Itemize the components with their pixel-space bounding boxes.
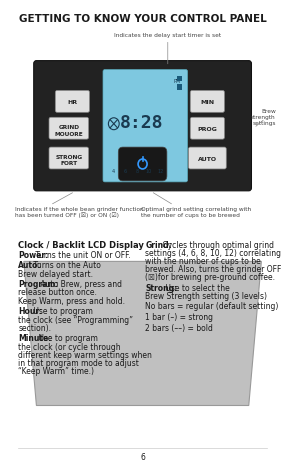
Text: 12: 12 (158, 169, 164, 174)
FancyBboxPatch shape (55, 91, 89, 113)
Text: 10: 10 (146, 169, 152, 174)
Text: FORT: FORT (60, 161, 77, 166)
Text: section).: section). (18, 323, 51, 332)
FancyBboxPatch shape (190, 91, 224, 113)
Text: Strong:: Strong: (145, 283, 178, 292)
Text: Use to program: Use to program (31, 307, 93, 316)
Text: the clock (or cycle through: the clock (or cycle through (18, 342, 121, 351)
Text: GRIND: GRIND (58, 125, 79, 130)
Text: 1 bar (–) = strong: 1 bar (–) = strong (145, 313, 213, 321)
Text: Brew Strength setting (3 levels): Brew Strength setting (3 levels) (145, 291, 267, 300)
Text: brewed. Also, turns the grinder OFF: brewed. Also, turns the grinder OFF (145, 264, 282, 274)
Text: Minute:: Minute: (18, 334, 52, 343)
Text: HR: HR (67, 100, 77, 105)
FancyBboxPatch shape (118, 148, 167, 181)
Text: Brew
strength
settings: Brew strength settings (251, 109, 276, 125)
Text: 6: 6 (140, 452, 145, 461)
Text: Indicates if the whole bean grinder function
has been turned OFF (☒) or ON (☑): Indicates if the whole bean grinder func… (15, 206, 143, 218)
FancyBboxPatch shape (49, 148, 88, 169)
Text: Auto Brew, press and: Auto Brew, press and (38, 280, 122, 288)
Text: Program:: Program: (18, 280, 59, 288)
Text: 4: 4 (112, 169, 116, 174)
Text: “Keep Warm” time.): “Keep Warm” time.) (18, 366, 94, 375)
FancyBboxPatch shape (34, 62, 251, 191)
Bar (177, 94, 182, 100)
Text: Use to program: Use to program (36, 334, 98, 343)
Text: Cycles through optimal grind: Cycles through optimal grind (160, 240, 274, 249)
Text: different keep warm settings when: different keep warm settings when (18, 350, 152, 359)
Text: Use to select the: Use to select the (163, 283, 230, 292)
Text: 8:28: 8:28 (120, 113, 164, 131)
Text: Hour:: Hour: (18, 307, 43, 316)
Bar (177, 76, 182, 82)
Text: AUTO: AUTO (198, 156, 217, 161)
FancyBboxPatch shape (188, 148, 226, 169)
Bar (177, 85, 182, 91)
Text: No bars = regular (default setting): No bars = regular (default setting) (145, 302, 279, 311)
Text: Power:: Power: (18, 250, 49, 259)
Text: Turns on the Auto: Turns on the Auto (31, 261, 101, 270)
Text: PM: PM (173, 79, 180, 84)
Text: PROG: PROG (197, 126, 217, 131)
Text: GETTING TO KNOW YOUR CONTROL PANEL: GETTING TO KNOW YOUR CONTROL PANEL (19, 14, 266, 24)
Text: 6: 6 (124, 169, 127, 174)
Text: 8: 8 (136, 169, 139, 174)
Text: (☒)for brewing pre-ground coffee.: (☒)for brewing pre-ground coffee. (145, 273, 275, 282)
Text: Indicates the delay start timer is set: Indicates the delay start timer is set (114, 33, 221, 65)
Text: Grind:: Grind: (145, 240, 172, 249)
FancyBboxPatch shape (103, 70, 188, 182)
Text: with the number of cups to be: with the number of cups to be (145, 257, 261, 265)
FancyBboxPatch shape (190, 118, 224, 140)
Text: MIN: MIN (200, 100, 214, 105)
Text: STRONG: STRONG (55, 154, 82, 159)
FancyBboxPatch shape (49, 118, 88, 140)
Text: release button once.: release button once. (18, 288, 97, 297)
Polygon shape (24, 262, 261, 406)
Text: the clock (see “Programming”: the clock (see “Programming” (18, 315, 134, 324)
Text: Turns the unit ON or OFF.: Turns the unit ON or OFF. (33, 250, 131, 259)
Text: Optimal grind setting correlating with
the number of cups to be brewed: Optimal grind setting correlating with t… (141, 206, 251, 217)
Text: 2 bars (––) = bold: 2 bars (––) = bold (145, 323, 213, 332)
Text: Brew delayed start.: Brew delayed start. (18, 269, 93, 278)
Text: Clock / Backlit LCD Display: Clock / Backlit LCD Display (18, 240, 144, 249)
Text: Keep Warm, press and hold.: Keep Warm, press and hold. (18, 296, 125, 305)
Text: Auto:: Auto: (18, 261, 42, 270)
Text: in that program mode to adjust: in that program mode to adjust (18, 358, 139, 367)
Text: settings (4, 6, 8, 10, 12) correlating: settings (4, 6, 8, 10, 12) correlating (145, 248, 281, 257)
Text: MOUORE: MOUORE (54, 131, 83, 137)
